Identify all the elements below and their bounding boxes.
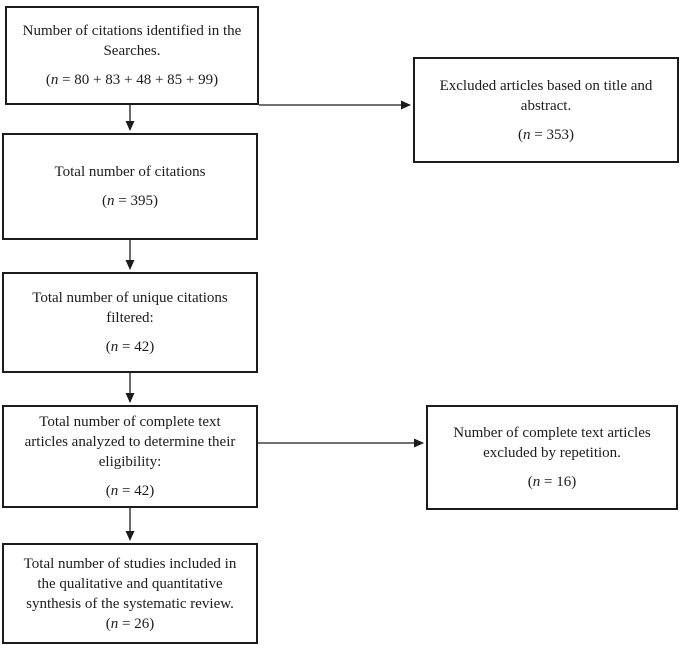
box-total-citations-count: (n = 395) xyxy=(102,193,158,209)
box-citations-identified: Number of citations identified in the Se… xyxy=(5,6,259,105)
box-studies-included: Total number of studies included in the … xyxy=(2,543,258,644)
box-citations-identified-text: Number of citations identified in the Se… xyxy=(22,23,242,59)
box-excluded-title-abstract-count: (n = 353) xyxy=(518,126,574,143)
box-unique-citations-filtered: Total number of unique citations filtere… xyxy=(2,272,258,373)
box-fulltext-analyzed-count: (n = 42) xyxy=(105,483,155,499)
box-excluded-title-abstract: Excluded articles based on title and abs… xyxy=(413,57,679,163)
box-excluded-by-repetition-count: (n = 16) xyxy=(527,474,577,490)
box-unique-citations-filtered-count: (n = 42) xyxy=(105,339,155,355)
box-studies-included-text: Total number of studies included in the … xyxy=(23,555,237,612)
box-excluded-title-abstract-text: Excluded articles based on title and abs… xyxy=(439,77,653,114)
box-citations-identified-count: (n = 80 + 83 + 48 + 85 + 99) xyxy=(45,72,219,88)
box-unique-citations-filtered-text: Total number of unique citations filtere… xyxy=(32,290,228,326)
box-excluded-by-repetition-text: Number of complete text articles exclude… xyxy=(453,425,651,461)
box-excluded-by-repetition: Number of complete text articles exclude… xyxy=(426,405,678,510)
box-total-citations: Total number of citations (n = 395) xyxy=(2,133,258,240)
box-fulltext-analyzed: Total number of complete text articles a… xyxy=(2,405,258,508)
box-total-citations-text: Total number of citations xyxy=(54,164,206,180)
box-studies-included-count: (n = 26) xyxy=(105,615,155,632)
box-fulltext-analyzed-text: Total number of complete text articles a… xyxy=(24,414,236,470)
